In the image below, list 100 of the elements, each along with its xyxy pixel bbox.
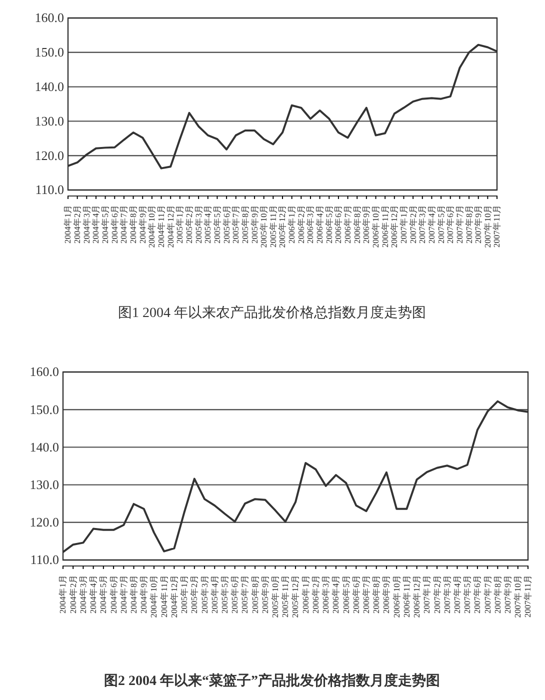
- y-tick-label: 130.0: [30, 476, 59, 492]
- x-tick-label: 2004年5月: [100, 204, 110, 244]
- x-tick-label: 2004年11月: [156, 204, 166, 248]
- text: 图2 2004 年以来“菜篮子”产品批发价格指数月度走势图: [104, 672, 440, 689]
- x-tick-label: 2007年2月: [432, 574, 442, 614]
- x-tick-label: 2006年2月: [310, 574, 320, 614]
- x-tick-label: 2006年3月: [305, 204, 316, 244]
- x-tick-label: 2005年11月: [280, 574, 290, 618]
- x-tick-label: 2006年11月: [401, 574, 412, 618]
- x-tick-label: 2004年2月: [72, 204, 82, 244]
- y-tick-label: 150.0: [30, 402, 59, 417]
- x-tick-label: 2005年10月: [258, 204, 269, 248]
- y-tick-label: 130.0: [34, 113, 64, 128]
- x-tick-label: 2006年7月: [342, 204, 353, 244]
- x-tick-label: 2005年7月: [230, 204, 241, 244]
- x-tick-label: 2006年6月: [333, 204, 344, 244]
- x-tick-label: 2006年7月: [360, 574, 371, 614]
- x-tick-label: 2004年1月: [62, 204, 73, 244]
- x-tick-label: 2005年5月: [212, 204, 222, 244]
- x-tick-label: 2005年8月: [250, 574, 260, 614]
- x-tick-label: 2006年1月: [286, 204, 297, 244]
- x-tick-label: 2005年3月: [199, 574, 210, 614]
- x-tick-label: 2007年7月: [454, 204, 464, 244]
- x-tick-label: 2007年9月: [473, 204, 484, 244]
- y-tick-label: 140.0: [34, 78, 64, 94]
- x-tick-label: 2006年12月: [412, 574, 422, 618]
- x-tick-label: 2004年3月: [78, 574, 88, 614]
- x-tick-label: 2006年5月: [340, 574, 351, 614]
- x-tick-label: 2007年6月: [472, 574, 482, 614]
- x-tick-label: 2007年1月: [422, 574, 432, 614]
- y-tick-label: 120.0: [30, 514, 59, 530]
- x-tick-label: 2006年10月: [391, 574, 402, 618]
- x-tick-label: 2007年8月: [464, 204, 474, 244]
- x-tick-label: 2005年6月: [230, 574, 240, 614]
- x-tick-label: 2007年4月: [452, 574, 462, 614]
- x-tick-label: 2004年2月: [68, 574, 78, 614]
- x-tick-label: 2004年7月: [118, 574, 128, 614]
- x-tick-label: 2007年10月: [482, 204, 492, 248]
- x-tick-label: 2007年3月: [417, 204, 428, 244]
- text: 图1 2004 年以来农产品批发价格总指数月度走势图: [118, 305, 426, 321]
- x-tick-label: 2006年9月: [381, 574, 392, 614]
- x-tick-label: 2006年1月: [300, 574, 310, 614]
- x-tick-label: 2005年3月: [193, 204, 204, 244]
- x-tick-label: 2007年1月: [398, 204, 408, 244]
- x-tick-label: 2006年5月: [324, 204, 334, 244]
- x-tick-label: 2004年12月: [165, 204, 176, 248]
- x-tick-label: 2004年4月: [90, 204, 101, 244]
- x-tick-label: 2006年2月: [296, 204, 306, 244]
- y-tick-label: 160.0: [30, 364, 59, 380]
- x-tick-label: 2005年12月: [277, 204, 288, 248]
- x-tick-label: 2004年8月: [128, 204, 138, 244]
- x-tick-label: 2006年10月: [370, 204, 380, 248]
- x-tick-label: 2004年5月: [98, 574, 108, 614]
- x-tick-label: 2005年7月: [240, 574, 250, 614]
- x-tick-label: 2006年3月: [320, 574, 331, 614]
- x-tick-label: 2006年4月: [314, 204, 325, 244]
- x-tick-label: 2004年9月: [138, 574, 149, 614]
- x-tick-label: 2005年11月: [268, 204, 278, 248]
- y-tick-label: 140.0: [30, 439, 59, 454]
- x-tick-label: 2006年12月: [389, 204, 400, 248]
- x-tick-label: 2005年10月: [270, 574, 280, 618]
- x-tick-label: 2004年6月: [109, 204, 120, 244]
- x-tick-label: 2007年9月: [502, 574, 513, 614]
- x-tick-label: 2007年5月: [462, 574, 472, 614]
- x-tick-label: 2007年11月: [492, 204, 502, 248]
- x-tick-label: 2007年7月: [482, 574, 492, 614]
- y-tick-label: 120.0: [34, 148, 64, 163]
- x-tick-label: 2007年2月: [408, 204, 418, 244]
- x-tick-label: 2005年4月: [202, 204, 213, 244]
- x-tick-label: 2007年5月: [436, 204, 446, 244]
- x-tick-label: 2004年3月: [81, 204, 92, 244]
- x-tick-label: 2006年8月: [371, 574, 382, 614]
- x-tick-label: 2005年6月: [221, 204, 232, 244]
- x-tick-label: 2007年6月: [445, 204, 456, 244]
- x-tick-label: 2005年9月: [260, 574, 270, 614]
- x-tick-label: 2005年2月: [189, 574, 200, 614]
- x-tick-label: 2007年10月: [512, 574, 523, 618]
- x-tick-label: 2004年1月: [58, 574, 68, 614]
- x-tick-label: 2004年12月: [168, 574, 179, 618]
- x-tick-label: 2005年12月: [290, 574, 300, 618]
- x-tick-label: 2006年8月: [352, 204, 362, 244]
- x-tick-label: 2005年9月: [249, 204, 260, 244]
- x-tick-label: 2004年10月: [148, 574, 159, 618]
- y-tick-label: 150.0: [34, 44, 64, 60]
- x-tick-label: 2004年6月: [108, 574, 118, 614]
- x-tick-label: 2004年8月: [128, 574, 138, 614]
- x-tick-label: 2007年4月: [426, 204, 436, 244]
- y-tick-label: 160.0: [34, 10, 64, 26]
- x-tick-label: 2006年11月: [380, 204, 390, 248]
- x-tick-label: 2004年7月: [118, 204, 129, 244]
- x-tick-label: 2007年11月: [522, 574, 533, 618]
- x-tick-label: 2005年4月: [209, 574, 220, 614]
- x-tick-label: 2005年1月: [179, 574, 190, 614]
- x-tick-label: 2005年1月: [174, 204, 185, 244]
- x-tick-label: 2006年9月: [361, 204, 372, 244]
- x-tick-label: 2007年3月: [442, 574, 452, 614]
- x-tick-label: 2006年4月: [330, 574, 341, 614]
- x-tick-label: 2007年8月: [492, 574, 502, 614]
- x-tick-label: 2005年2月: [184, 204, 194, 244]
- x-tick-label: 2004年10月: [146, 204, 157, 248]
